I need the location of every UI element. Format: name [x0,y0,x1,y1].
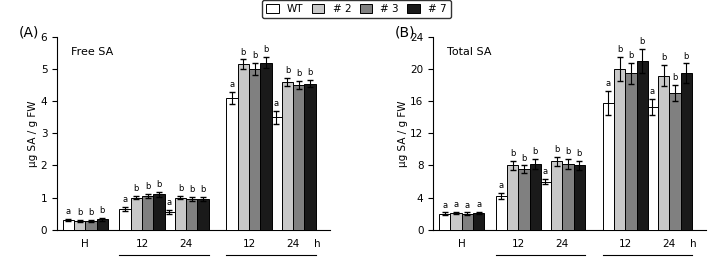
Text: a: a [66,207,71,216]
Text: Free SA: Free SA [71,46,113,56]
Bar [175,197,186,230]
Bar [270,117,282,230]
Text: b: b [628,51,634,60]
Text: a: a [442,201,447,210]
Text: 24: 24 [555,239,569,249]
Text: b: b [565,147,570,156]
Bar [282,82,293,230]
Bar [249,69,260,230]
Text: b: b [77,208,83,217]
Text: a: a [453,200,458,209]
Bar [614,69,625,230]
Text: h: h [314,239,321,249]
Bar [86,221,97,230]
Text: b: b [189,185,195,194]
Bar [507,166,518,230]
Text: 12: 12 [135,239,149,249]
Bar [439,214,450,230]
Bar [574,166,585,230]
Bar [153,194,165,230]
Bar [461,214,473,230]
Bar [681,73,692,230]
Bar [602,103,614,230]
Text: 24: 24 [180,239,193,249]
Text: b: b [88,208,93,217]
Bar [293,85,304,230]
Text: H: H [458,239,466,249]
Text: b: b [145,182,150,191]
Text: 24: 24 [287,239,299,249]
Bar [647,107,658,230]
Bar [625,73,637,230]
Text: b: b [672,73,678,82]
Bar [97,219,108,230]
Bar [473,213,484,230]
Y-axis label: μg SA / g FW: μg SA / g FW [28,100,38,167]
Text: (A): (A) [19,25,39,39]
Bar [304,83,316,230]
Bar [496,196,507,230]
Text: b: b [252,51,257,60]
Bar [658,76,670,230]
Bar [450,213,461,230]
Text: a: a [274,99,279,108]
Text: b: b [617,45,622,54]
Text: h: h [690,239,697,249]
Bar [518,169,530,230]
Text: a: a [465,201,470,210]
Bar [551,161,563,230]
Text: b: b [533,147,538,156]
Text: (B): (B) [395,25,416,39]
Text: 12: 12 [242,239,256,249]
Bar [540,182,551,230]
Bar [142,196,153,230]
Text: b: b [661,53,667,62]
Text: a: a [167,198,172,207]
Bar [130,197,142,230]
Text: a: a [230,80,235,89]
Bar [670,93,681,230]
Text: b: b [521,154,527,163]
Text: b: b [100,206,105,215]
Text: a: a [543,167,548,176]
Bar [74,221,86,230]
Text: b: b [241,48,246,56]
Text: a: a [498,181,504,190]
Text: b: b [133,184,139,193]
Text: b: b [156,180,162,189]
Text: a: a [476,200,481,209]
Text: b: b [307,68,313,77]
Bar [260,63,272,230]
Text: Total SA: Total SA [447,46,491,56]
Bar [119,209,130,230]
Text: b: b [178,184,183,193]
Bar [237,64,249,230]
Text: a: a [650,87,655,96]
Text: b: b [284,66,290,75]
Text: 12: 12 [619,239,632,249]
Text: b: b [200,185,206,194]
Bar [163,212,175,230]
Text: a: a [606,79,611,88]
Bar [186,199,198,230]
Text: b: b [263,45,269,54]
Text: 12: 12 [512,239,525,249]
Text: b: b [296,69,302,78]
Bar [198,199,209,230]
Legend: WT, # 2, # 3, # 7: WT, # 2, # 3, # 7 [262,0,451,18]
Bar [63,220,74,230]
Bar [563,164,574,230]
Bar [227,98,237,230]
Text: b: b [684,51,689,60]
Y-axis label: μg SA / g FW: μg SA / g FW [398,100,408,167]
Text: b: b [554,145,559,154]
Text: H: H [81,239,89,249]
Text: b: b [510,149,515,158]
Text: b: b [577,149,582,158]
Text: a: a [123,195,128,204]
Text: 24: 24 [662,239,676,249]
Text: b: b [640,37,645,46]
Bar [530,164,541,230]
Bar [637,61,648,230]
